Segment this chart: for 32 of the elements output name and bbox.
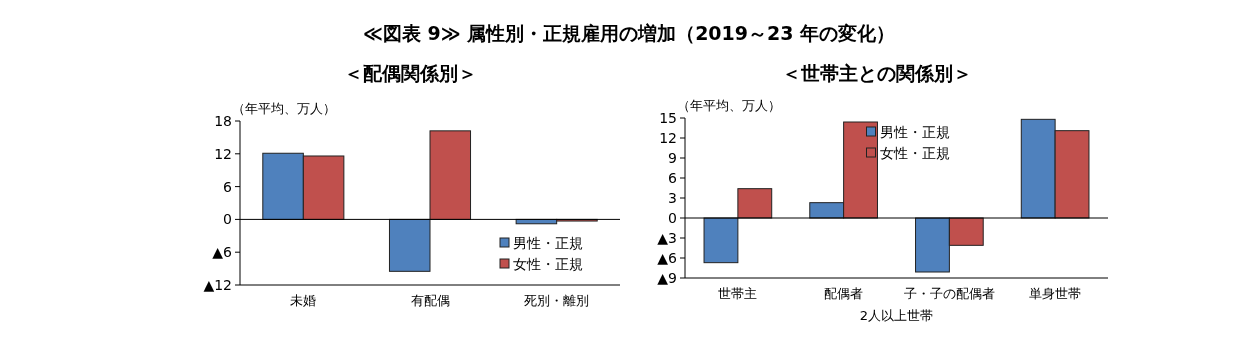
x-tick-label: 世帯主 xyxy=(718,286,758,301)
chart-subtitle: ＜世帯主との関係別＞ xyxy=(781,62,972,84)
y-tick-label: 9 xyxy=(668,150,677,166)
y-tick-label: 0 xyxy=(223,211,232,228)
x-tick-label: 有配偶 xyxy=(410,293,450,308)
y-tick-label: 12 xyxy=(214,145,232,162)
x-tick-label: 配偶者 xyxy=(824,286,864,301)
chart-subtitle: ＜配偶関係別＞ xyxy=(343,62,477,84)
y-tick-label: ▲6 xyxy=(657,250,678,266)
y-tick-label: 3 xyxy=(668,190,677,206)
y-tick-label: ▲3 xyxy=(657,230,677,246)
y-tick-label: 15 xyxy=(659,110,677,126)
y-tick-label: ▲6 xyxy=(212,244,233,261)
x-tick-label: 未婚 xyxy=(290,293,317,308)
legend-label: 女性・正規 xyxy=(513,256,583,272)
legend-label: 男性・正規 xyxy=(879,124,950,140)
y-axis-title: （年平均、万人） xyxy=(677,98,781,113)
x-tick-label: 単身世帯 xyxy=(1029,286,1082,301)
y-tick-label: 12 xyxy=(659,130,677,146)
y-tick-label: ▲12 xyxy=(203,277,232,293)
y-tick-label: 0 xyxy=(668,210,677,226)
y-axis-title: （年平均、万人） xyxy=(232,101,336,116)
legend-label: 女性・正規 xyxy=(879,145,950,161)
y-tick-label: 6 xyxy=(223,178,233,195)
y-tick-label: 6 xyxy=(668,170,678,186)
y-tick-label: 18 xyxy=(214,113,232,129)
y-tick-label: ▲9 xyxy=(657,270,677,286)
legend-label: 男性・正規 xyxy=(513,235,583,251)
chart-title: ≪図表 9≫ 属性別・正規雇用の増加（2019～23 年の変化） xyxy=(362,22,896,44)
text: 2人以上世帯 xyxy=(859,308,934,323)
x-tick-label: 死別・離別 xyxy=(524,293,590,308)
x-tick-label: 子・子の配偶者 xyxy=(903,286,995,301)
